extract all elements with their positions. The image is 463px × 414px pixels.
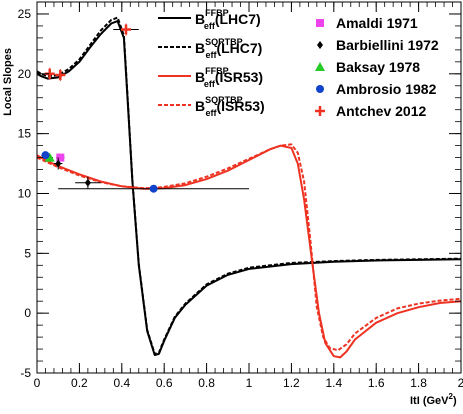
legend-label-sub: eff [204, 79, 216, 89]
data-point-barbiellini_1972-1 [75, 176, 101, 189]
marker-cross [55, 70, 66, 81]
legend-label-sup: SQRTBP [205, 37, 243, 47]
legend: BFFBP eff(LHC7)BSQRTBP eff(LHC7)BFFBP eff(I… [158, 8, 439, 119]
curves-layer [36, 16, 462, 359]
data-point-antchev_2012-0 [44, 67, 55, 80]
plot-frame [36, 1, 462, 374]
series-line-sqrtbp_lhc7 [36, 16, 462, 355]
data-point-antchev_2012-1 [55, 69, 66, 81]
x-tick-label: 0.6 [156, 376, 173, 390]
legend-item-amaldi_1971: Amaldi 1971 [316, 15, 418, 31]
legend-item-baksay_1978: Baksay 1978 [315, 59, 420, 75]
legend-item-ambrosio_1982: Ambrosio 1982 [316, 81, 437, 97]
legend-label-span: B [195, 11, 205, 27]
x-tick-label: 1.8 [410, 376, 427, 390]
legend-label-sup: SQRTBP [205, 95, 243, 105]
x-tick-label: 0.2 [71, 376, 88, 390]
legend-label-span: B [195, 40, 205, 56]
x-tick-label: 1.2 [283, 376, 300, 390]
legend-item-sqrtbp_lhc7: BSQRTBP eff(LHC7) [158, 37, 262, 60]
x-axis-title-close: ) [453, 395, 457, 407]
legend-label: Antchev 2012 [336, 103, 426, 119]
legend-label-span: B [195, 98, 205, 114]
series-line-ffbp_lhc7 [36, 20, 462, 356]
y-tick-label: 15 [18, 127, 32, 141]
y-tick-label: 0 [24, 306, 31, 320]
legend-label-sub: eff [204, 21, 216, 31]
legend-label: BSQRTBP eff(LHC7) [195, 37, 262, 60]
data-point-ambrosio_1982-1 [58, 184, 249, 193]
plot-border [36, 1, 462, 374]
y-tick-label: 5 [24, 246, 31, 260]
marker-cross [121, 24, 132, 35]
x-axis-title-main: ItI (GeV [410, 395, 449, 407]
legend-label-tail: (ISR53) [215, 69, 263, 85]
legend-label: Amaldi 1971 [336, 15, 418, 31]
y-tick-label: -5 [20, 366, 31, 380]
y-axis-title: Local Slopes [2, 48, 14, 116]
legend-item-antchev_2012: Antchev 2012 [315, 103, 426, 119]
legend-marker [316, 85, 324, 93]
legend-label-tail: (ISR53) [216, 98, 264, 114]
y-tick-label: 20 [18, 67, 32, 81]
legend-item-sqrtbp_isr53: BSQRTBP eff(ISR53) [158, 95, 265, 118]
legend-label-sup: FFBP [205, 8, 229, 18]
x-tick-label: 1.4 [325, 376, 342, 390]
marker-diamond [84, 178, 91, 187]
series-line-sqrtbp_isr53 [36, 143, 462, 352]
legend-label-sub: eff [205, 108, 217, 118]
series-line-ffbp_isr53 [36, 144, 462, 359]
marker-diamond [55, 159, 62, 168]
y-tick-label: 25 [18, 7, 32, 21]
data-point-barbiellini_1972-0 [53, 157, 63, 170]
x-tick-label: 0.8 [198, 376, 215, 390]
x-axis-title-sup: 2 [449, 392, 454, 401]
x-tick-label: 1 [246, 376, 253, 390]
marker-circle [149, 184, 158, 193]
legend-label-sub: eff [205, 50, 217, 60]
legend-item-barbiellini_1972: Barbiellini 1972 [317, 37, 439, 53]
x-tick-label: 0 [34, 376, 41, 390]
legend-marker [317, 41, 323, 49]
markers-layer [41, 23, 249, 193]
legend-item-ffbp_isr53: BFFBP eff(ISR53) [158, 66, 263, 89]
x-tick-label: 1.6 [368, 376, 385, 390]
legend-label: Barbiellini 1972 [336, 37, 439, 53]
marker-circle [41, 151, 50, 160]
legend-label-sup: FFBP [205, 66, 229, 76]
data-point-ambrosio_1982-0 [41, 151, 50, 160]
legend-marker [315, 62, 325, 71]
legend-item-ffbp_lhc7: BFFBP eff(LHC7) [158, 8, 261, 31]
legend-label: BFFBP eff(LHC7) [195, 8, 261, 31]
marker-square [56, 153, 65, 162]
legend-label-tail: (LHC7) [215, 11, 261, 27]
legend-label: BSQRTBP eff(ISR53) [195, 95, 265, 118]
legend-label-tail: (LHC7) [216, 40, 262, 56]
legend-marker [316, 19, 324, 27]
legend-marker [315, 106, 325, 116]
legend-label: BFFBP eff(ISR53) [195, 66, 263, 89]
y-tick-label: 10 [18, 186, 32, 200]
marker-triangle [44, 152, 55, 162]
legend-label-span: B [195, 69, 205, 85]
data-point-amaldi_1971-0 [56, 153, 65, 162]
x-axis-title: ItI (GeV2) [410, 392, 457, 407]
legend-label: Baksay 1978 [336, 59, 420, 75]
x-tick-label: 2 [458, 376, 463, 390]
legend-label: Ambrosio 1982 [336, 81, 437, 97]
data-point-antchev_2012-2 [113, 23, 139, 36]
x-tick-label: 0.4 [113, 376, 130, 390]
